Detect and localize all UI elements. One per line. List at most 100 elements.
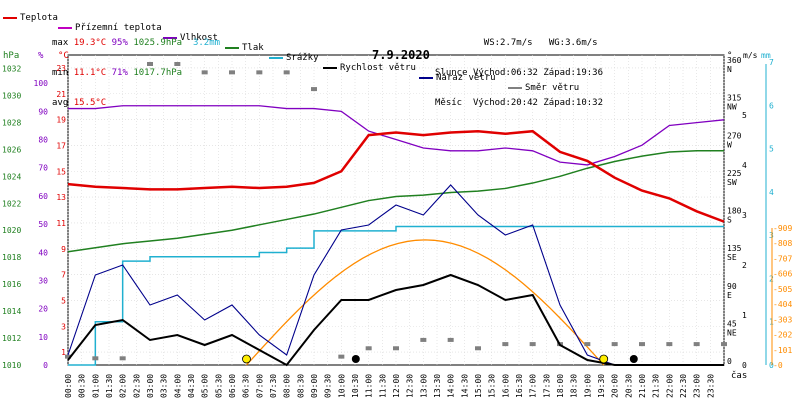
moon-info-row: Měsíc Východ:20:42 Západ:10:32: [435, 98, 603, 108]
series-srazky-line: [68, 225, 724, 366]
series-smer-point: [119, 356, 126, 361]
axis-time-tick: 18:30: [570, 374, 579, 398]
axis-deg-title: °: [727, 51, 732, 61]
axis-time-tick: 14:30: [460, 374, 469, 398]
legend-item-srazky: Srážky: [269, 53, 319, 63]
axis-mm-tick: 7: [769, 58, 774, 67]
axis-mm-tick: 6: [769, 101, 774, 110]
legend-item-tlak: Tlak: [225, 43, 264, 53]
series-smer-point: [338, 354, 345, 359]
axis-c-tick: 1: [61, 348, 66, 357]
series-rychlost-line: [67, 273, 724, 367]
axis-pct-tick: 30: [38, 276, 48, 285]
axis-c-tick: 17: [56, 141, 66, 150]
axis-time-tick: 21:00: [638, 374, 647, 398]
axis-deg-dir: S: [727, 216, 732, 225]
axis-mm-tick: 5: [769, 145, 774, 154]
axis-time-tick: 01:00: [91, 374, 100, 398]
axis-c-title: °C: [58, 51, 69, 61]
sun-marker: [599, 354, 609, 364]
axis-c-tick: 13: [56, 193, 66, 202]
legend-row: Teplota Přízemní teplota Vlhkost Tlak Sr…: [3, 3, 603, 93]
axis-pct-tick: 90: [38, 107, 48, 116]
axis-deg-tick: 90: [727, 282, 737, 291]
axis-deg-tick: 225: [727, 169, 742, 178]
axis-time-tick: 02:30: [132, 374, 141, 398]
axis-time-tick: 05:30: [214, 374, 223, 398]
series-smer-point: [447, 337, 454, 342]
axis-solar-tick: -303: [773, 315, 792, 324]
axis-time-tick: 12:00: [392, 374, 401, 398]
axis-deg-dir: N: [727, 65, 732, 74]
series-smer-point: [475, 346, 481, 351]
series-smer-point: [502, 342, 509, 347]
series-smer-point: [229, 70, 235, 75]
axis-time-tick: 21:30: [652, 374, 661, 398]
axis-time-tick: 23:00: [693, 374, 702, 398]
axis-mm-tick: 4: [769, 188, 774, 197]
legend-item-vlhkost: Vlhkost: [163, 33, 218, 43]
series-tlak-line: [67, 149, 724, 253]
axis-time-tick: 20:30: [624, 374, 633, 398]
legend-item-prizemni: Přízemní teplota: [58, 23, 162, 33]
axis-ms-tick: 0: [742, 361, 747, 370]
moon-marker: [629, 355, 638, 363]
axis-hpa-tick: 1014: [2, 307, 21, 316]
axis-pct-tick: 100: [34, 79, 49, 88]
legend-item-naraz: Náraz větru: [419, 73, 496, 83]
axis-time-tick: 08:30: [296, 374, 305, 398]
axis-deg-tick: 45: [727, 319, 737, 328]
series-smer-point: [283, 70, 290, 75]
axis-pct-title: %: [38, 51, 44, 61]
series-smer-point: [666, 342, 673, 347]
axis-time-tick: 04:30: [187, 374, 196, 398]
axis-ms-tick: 1: [742, 311, 747, 320]
axis-time-tick: 04:00: [173, 374, 182, 398]
axis-time-tick: 15:00: [474, 374, 483, 398]
axis-c-tick: 5: [61, 296, 66, 305]
axis-c-tick: 21: [56, 90, 66, 99]
axis-time-tick: 20:00: [611, 374, 620, 398]
series-smer-point: [420, 337, 427, 342]
axis-deg-dir: W: [727, 140, 732, 149]
axis-pct-tick: 40: [38, 248, 48, 257]
axis-solar-tick: -505: [773, 285, 792, 294]
axis-time-tick: 01:30: [105, 374, 114, 398]
axis-time-tick: 22:00: [665, 374, 674, 398]
axis-solar-tick: -909: [773, 224, 792, 233]
axis-hpa-tick: 1032: [2, 64, 21, 73]
axis-time-tick: 18:00: [556, 374, 565, 398]
axis-time-tick: 14:00: [447, 374, 456, 398]
axis-time-tick: 00:30: [78, 374, 87, 398]
axis-mm-title: mm: [761, 51, 771, 60]
chart-title: 7.9.2020: [372, 48, 430, 62]
series-solar-line: [246, 239, 605, 366]
sun-info-row: Slunce Východ:06:32 Západ:19:36: [435, 68, 603, 78]
axis-pct-tick: 20: [38, 305, 48, 314]
series-smer-point: [365, 346, 372, 351]
axis-hpa-tick: 1028: [2, 118, 21, 127]
axis-c-tick: 3: [61, 322, 66, 331]
axis-pct-tick: 60: [38, 192, 48, 201]
axis-c-tick: 15: [56, 167, 66, 176]
axis-hpa-title: hPa: [3, 51, 19, 61]
axis-time-tick: 08:00: [283, 374, 292, 398]
axis-deg-tick: 360: [727, 56, 742, 65]
axis-deg-dir: SW: [727, 178, 737, 187]
axis-time-tick: 05:00: [201, 374, 210, 398]
axis-time-tick: 17:00: [529, 374, 538, 398]
axis-time-tick: 19:30: [597, 374, 606, 398]
legend-item-rychlost: Rychlost větru: [323, 63, 416, 73]
axis-solar-tick: -202: [773, 331, 792, 340]
axis-pct-tick: 70: [38, 164, 48, 173]
axis-c-tick: 19: [56, 116, 66, 125]
axis-deg-tick: 135: [727, 244, 742, 253]
axis-solar-tick: -101: [773, 346, 792, 355]
axis-c-tick: 23: [56, 64, 66, 73]
series-smer-point: [201, 70, 208, 75]
axis-time-title: čas: [731, 370, 747, 381]
axis-pct-tick: 50: [38, 220, 48, 229]
axis-solar-tick: -707: [773, 254, 792, 263]
series-smer-point: [147, 62, 153, 66]
series-smer-point: [65, 354, 71, 359]
